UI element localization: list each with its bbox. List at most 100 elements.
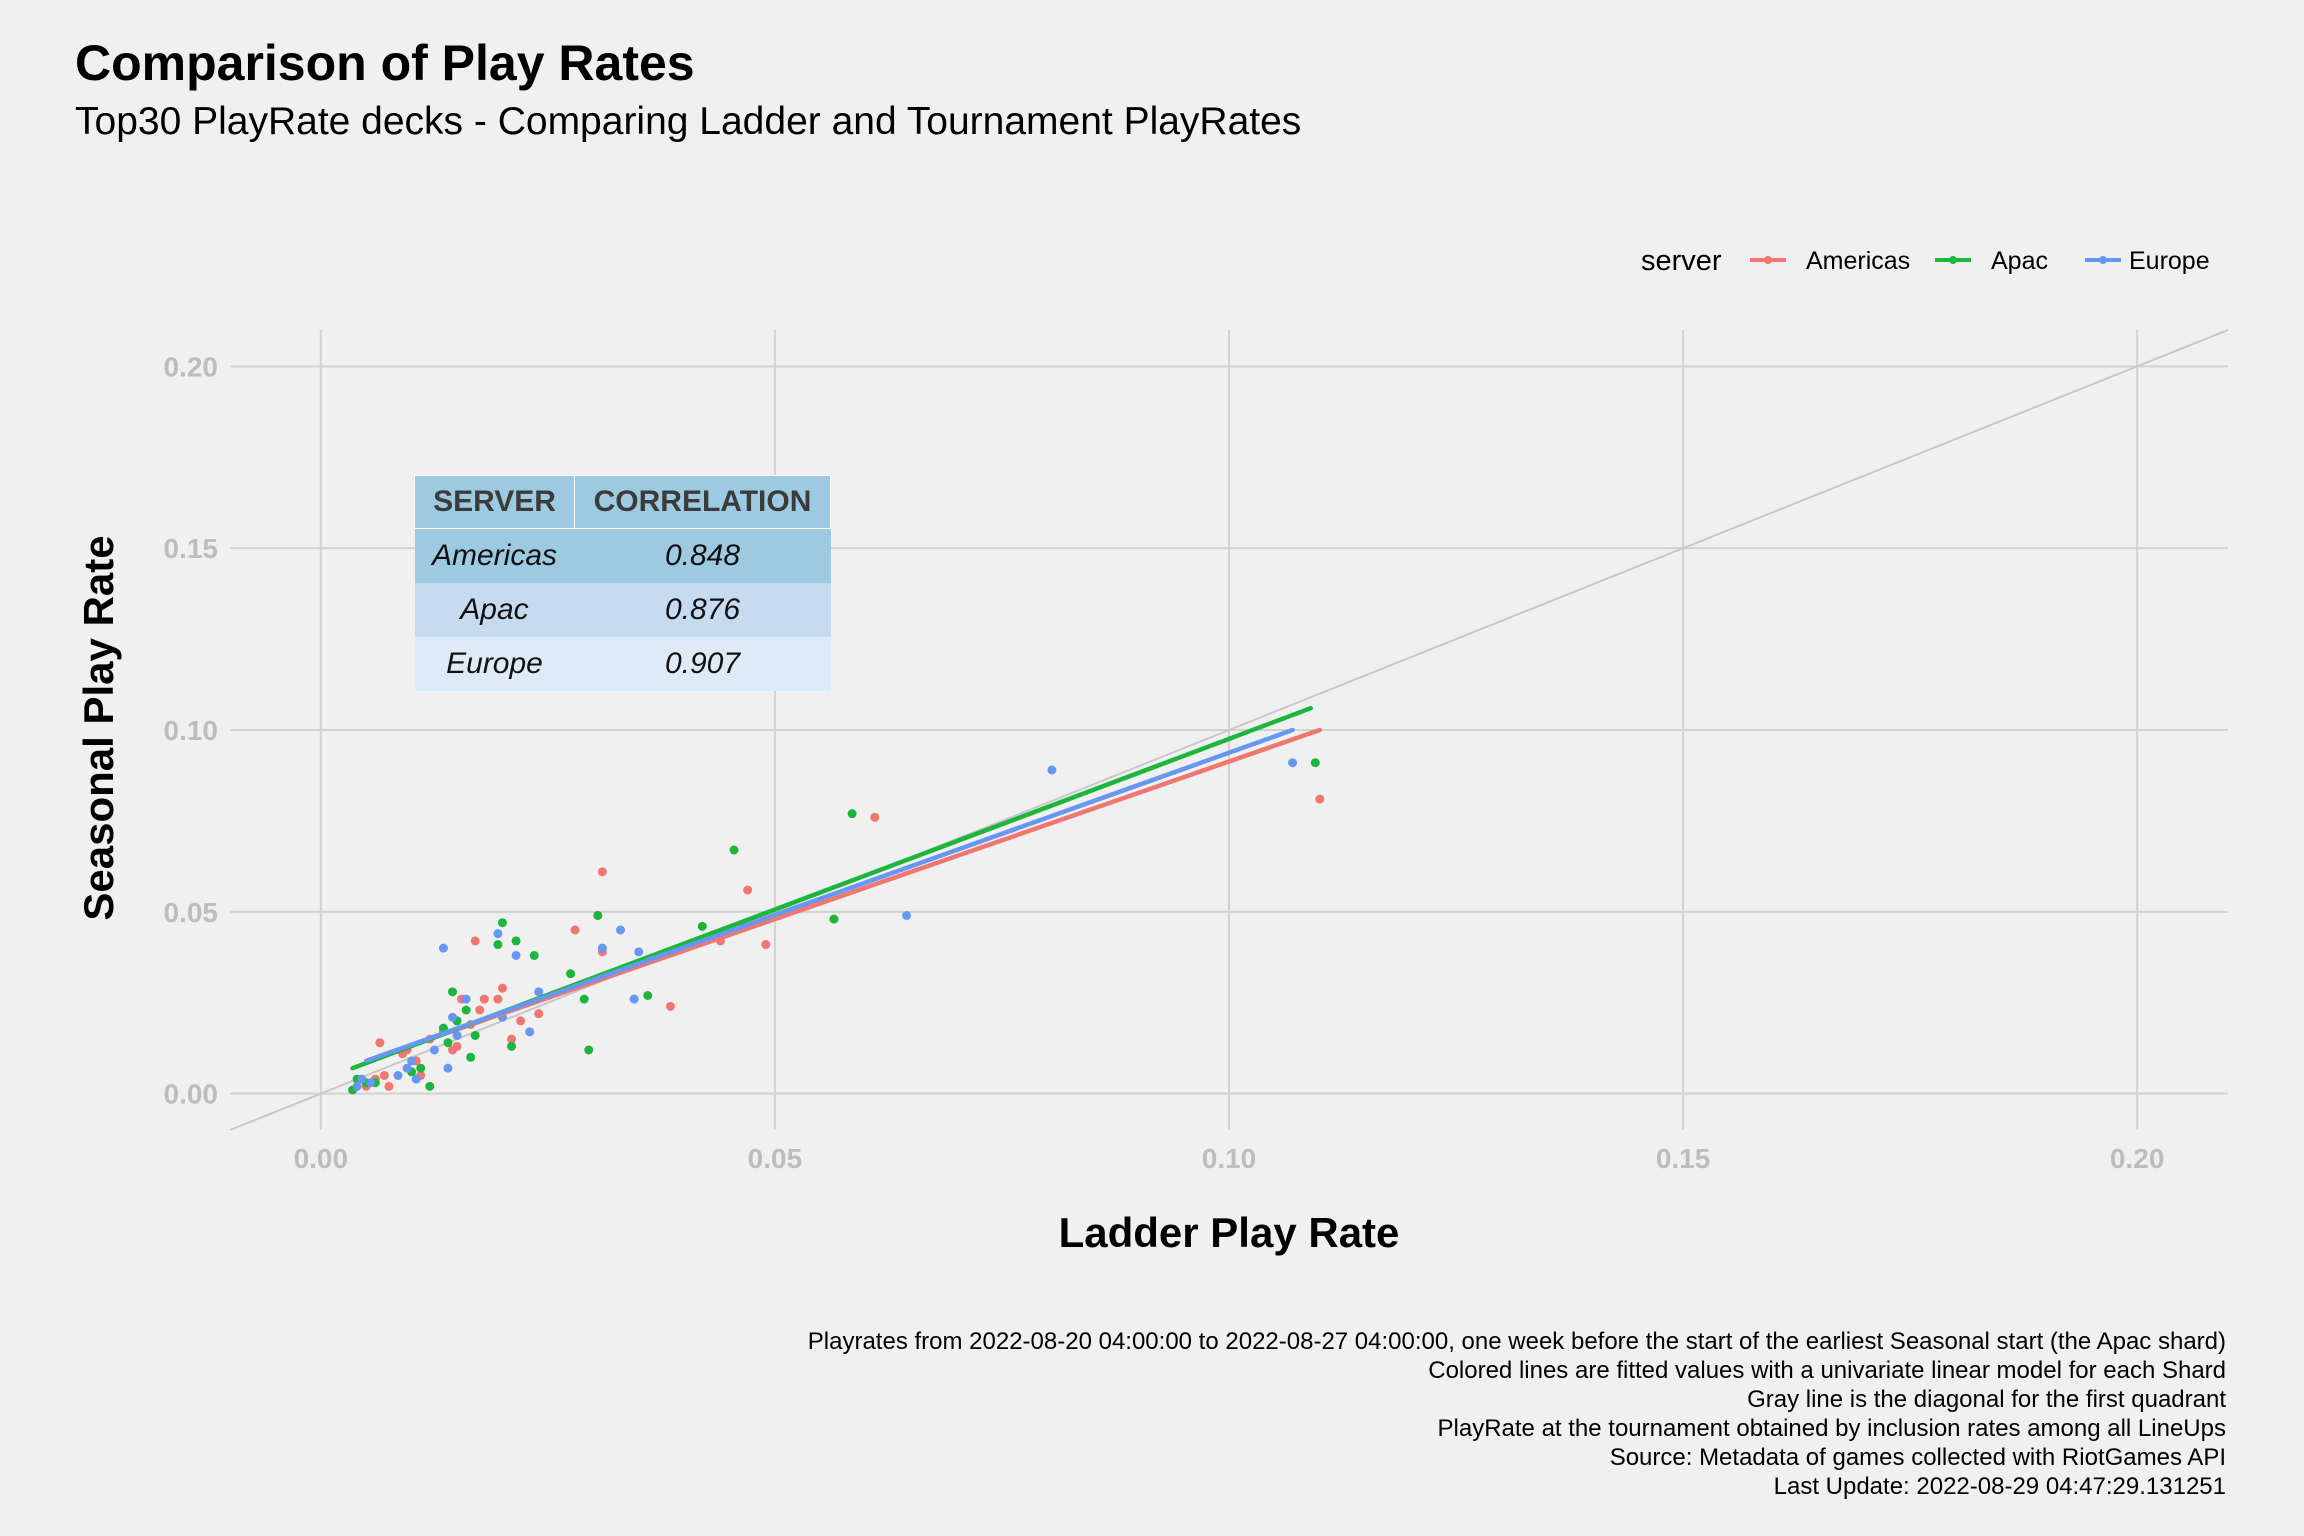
data-point-europe: [629, 994, 639, 1004]
data-point-americas: [743, 885, 753, 895]
data-point-americas: [497, 983, 507, 993]
table-row: Americas 0.848: [414, 528, 831, 583]
data-point-americas: [475, 1005, 485, 1015]
diagonal-line: [229, 329, 2229, 1131]
data-point-apac: [829, 914, 839, 924]
legend: server Americas Apac Europe: [1641, 245, 2210, 277]
legend-label-americas: Americas: [1806, 247, 1910, 275]
x-tick-label: 0.15: [1656, 1143, 1711, 1174]
data-point-europe: [461, 994, 471, 1004]
legend-label-apac: Apac: [1991, 247, 2048, 275]
data-point-americas: [470, 936, 480, 946]
data-point-apac: [697, 921, 707, 931]
cell-server: Apac: [414, 583, 575, 637]
data-point-americas: [570, 925, 580, 935]
chart-subtitle: Top30 PlayRate decks - Comparing Ladder …: [75, 100, 1302, 143]
data-point-apac: [416, 1063, 426, 1073]
legend-dot-americas: [1764, 256, 1772, 264]
cell-correlation: 0.876: [574, 583, 831, 637]
y-axis-title: Seasonal Play Rate: [75, 535, 122, 920]
data-point-apac: [466, 1052, 476, 1062]
data-point-europe: [443, 1063, 453, 1073]
data-point-europe: [634, 947, 644, 957]
data-point-apac: [1310, 758, 1320, 768]
data-point-europe: [393, 1070, 403, 1080]
x-axis-title: Ladder Play Rate: [1059, 1209, 1400, 1256]
y-tick-label: 0.10: [164, 715, 219, 746]
data-point-europe: [616, 925, 626, 935]
cell-server: Americas: [414, 528, 575, 583]
data-point-europe: [429, 1045, 439, 1055]
table-row: Apac 0.876: [414, 583, 831, 637]
y-tick-label: 0.05: [164, 897, 219, 928]
legend-label-europe: Europe: [2129, 247, 2210, 275]
data-point-americas: [379, 1070, 389, 1080]
legend-dot-apac: [1949, 256, 1957, 264]
data-point-apac: [493, 940, 503, 950]
data-point-americas: [534, 1009, 544, 1019]
data-point-americas: [384, 1081, 394, 1091]
data-point-apac: [579, 994, 589, 1004]
fit-lines: [350, 705, 1323, 1071]
data-point-apac: [443, 1038, 453, 1048]
table-row: Europe 0.907: [414, 637, 831, 691]
data-point-americas: [507, 1034, 517, 1044]
correlation-table: SERVER CORRELATION Americas 0.848 Apac 0…: [414, 475, 831, 691]
data-point-europe: [352, 1081, 362, 1091]
data-point-europe: [452, 1030, 462, 1040]
data-point-europe: [534, 987, 544, 997]
fit-line-europe: [363, 727, 1295, 1064]
cell-correlation: 0.907: [574, 637, 831, 691]
data-point-apac: [511, 936, 521, 946]
data-point-europe: [366, 1078, 376, 1088]
data-point-apac: [593, 910, 603, 920]
data-point-europe: [407, 1056, 417, 1066]
data-point-americas: [516, 1016, 526, 1026]
data-point-apac: [529, 950, 539, 960]
y-tick-label: 0.20: [164, 351, 219, 382]
data-point-americas: [597, 867, 607, 877]
cell-correlation: 0.848: [574, 528, 831, 583]
table-header-row: SERVER CORRELATION: [414, 475, 831, 529]
data-point-apac: [461, 1005, 471, 1015]
legend-dot-europe: [2099, 256, 2107, 264]
data-point-apac: [497, 918, 507, 928]
data-point-europe: [448, 1012, 458, 1022]
data-points: [348, 758, 1325, 1095]
caption: Playrates from 2022-08-20 04:00:00 to 20…: [808, 1327, 2226, 1501]
y-axis-ticks: 0.00 0.05 0.10 0.15 0.20: [164, 351, 219, 1109]
chart-title: Comparison of Play Rates: [75, 35, 695, 91]
data-point-americas: [479, 994, 489, 1004]
legend-title: server: [1641, 245, 1722, 277]
data-point-americas: [761, 940, 771, 950]
data-point-europe: [1288, 758, 1298, 768]
data-point-apac: [643, 990, 653, 1000]
data-point-apac: [507, 1041, 517, 1051]
legend-item-apac: Apac: [1935, 247, 2048, 275]
y-tick-label: 0.15: [164, 533, 219, 564]
data-point-apac: [847, 809, 857, 819]
caption-line: PlayRate at the tournament obtained by i…: [1437, 1415, 2226, 1442]
data-point-europe: [902, 910, 912, 920]
legend-item-americas: Americas: [1750, 247, 1910, 275]
data-point-americas: [665, 1001, 675, 1011]
data-point-apac: [729, 845, 739, 855]
data-point-apac: [566, 969, 576, 979]
data-point-apac: [470, 1030, 480, 1040]
caption-line: Gray line is the diagonal for the first …: [1747, 1386, 2226, 1413]
caption-line: Last Update: 2022-08-29 04:47:29.131251: [1773, 1473, 2226, 1500]
data-point-europe: [493, 929, 503, 939]
data-point-europe: [438, 943, 448, 953]
x-tick-label: 0.05: [748, 1143, 803, 1174]
data-point-americas: [1315, 794, 1325, 804]
x-axis-ticks: 0.00 0.05 0.10 0.15 0.20: [294, 1143, 2165, 1174]
header-correlation: CORRELATION: [574, 475, 831, 529]
data-point-europe: [525, 1027, 535, 1037]
cell-server: Europe: [414, 637, 575, 691]
caption-line: Playrates from 2022-08-20 04:00:00 to 20…: [807, 1328, 2226, 1355]
data-point-europe: [511, 950, 521, 960]
x-tick-label: 0.00: [294, 1143, 349, 1174]
data-point-apac: [425, 1081, 435, 1091]
data-point-apac: [448, 987, 458, 997]
